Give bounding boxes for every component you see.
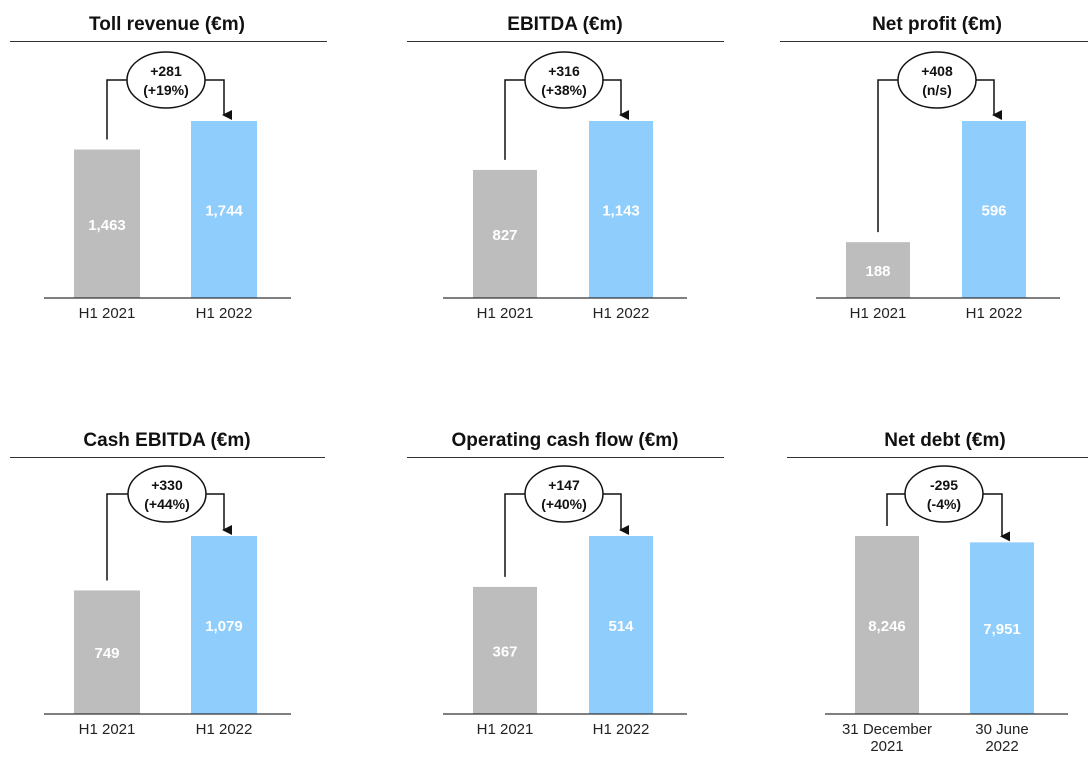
bar-value-label: 188 [865, 263, 890, 280]
change-absolute: +408 [921, 63, 953, 79]
change-percent: (+40%) [541, 496, 587, 512]
chart-title: Toll revenue (€m) [89, 14, 245, 35]
bar-current [970, 542, 1034, 714]
bar-value-label: 1,463 [88, 217, 126, 234]
bar-previous [74, 590, 140, 714]
category-label: H1 2022 [196, 305, 253, 322]
title-underline [407, 41, 724, 42]
title-underline [780, 41, 1088, 42]
bar-value-label: 514 [608, 618, 634, 635]
change-percent: (+44%) [144, 496, 190, 512]
category-label: H1 2021 [850, 305, 907, 322]
category-label: H1 2022 [966, 305, 1023, 322]
change-bubble [127, 465, 207, 523]
category-label: H1 2021 [79, 721, 136, 738]
change-absolute: +330 [151, 477, 183, 493]
chart-panel-3: 188 H1 2021 596 H1 2022 +408 (n/s) [816, 51, 1060, 322]
bar-value-label: 749 [94, 645, 119, 662]
bar-current [191, 121, 257, 298]
bar-previous [855, 536, 919, 714]
bar-value-label: 827 [492, 227, 517, 244]
category-label: H1 2022 [196, 721, 253, 738]
title-underline [10, 41, 327, 42]
change-percent: (+19%) [143, 82, 189, 98]
chart-title: EBITDA (€m) [507, 14, 623, 35]
chart-panel-4: 749 H1 2021 1,079 H1 2022 +330 (+44%) [44, 465, 291, 738]
bar-value-label: 1,079 [205, 618, 243, 635]
bar-value-label: 1,744 [205, 203, 243, 220]
title-underline [787, 457, 1088, 458]
change-absolute: -295 [930, 477, 958, 493]
change-percent: (n/s) [922, 82, 952, 98]
bar-current [962, 121, 1026, 298]
title-underline [10, 457, 325, 458]
chart-panel-6: 8,246 31 December 2021 7,951 30 June 2022 -295… [825, 465, 1068, 755]
bar-value-label: 8,246 [868, 618, 906, 635]
bar-value-label: 1,143 [602, 203, 640, 220]
change-absolute: +147 [548, 477, 580, 493]
category-label: H1 2021 [477, 305, 534, 322]
category-label: H1 2021 [477, 721, 534, 738]
change-percent: (+38%) [541, 82, 587, 98]
bar-current [589, 121, 653, 298]
chart-panel-1: 1,463 H1 2021 1,744 H1 2022 +281 (+19%) [44, 51, 291, 322]
category-label: H1 2021 [79, 305, 136, 322]
chart-title: Operating cash flow (€m) [451, 430, 679, 451]
category-label: 30 June 2022 [975, 721, 1028, 755]
bar-current [589, 536, 653, 714]
change-bubble [524, 465, 604, 523]
category-label: H1 2022 [593, 721, 650, 738]
chart-title: Cash EBITDA (€m) [83, 430, 251, 451]
title-underline [407, 457, 724, 458]
chart-panel-2: 827 H1 2021 1,143 H1 2022 +316 (+38%) [443, 51, 687, 322]
bar-previous [473, 169, 537, 298]
change-bubble [904, 465, 984, 523]
chart-title: Net profit (€m) [872, 14, 1002, 35]
bar-current [191, 536, 257, 714]
change-percent: (-4%) [927, 496, 961, 512]
chart-panel-5: 367 H1 2021 514 H1 2022 +147 (+40%) [443, 465, 687, 738]
change-bubble [126, 51, 206, 109]
change-bubble [897, 51, 977, 109]
bar-previous [846, 242, 910, 298]
change-bubble [524, 51, 604, 109]
change-absolute: +281 [150, 63, 182, 79]
bar-value-label: 7,951 [983, 621, 1021, 638]
bar-previous [74, 149, 140, 298]
category-label: H1 2022 [593, 305, 650, 322]
change-absolute: +316 [548, 63, 580, 79]
chart-title: Net debt (€m) [884, 430, 1006, 451]
bar-value-label: 596 [981, 203, 1006, 220]
category-label: 31 December 2021 [842, 721, 932, 755]
bar-previous [473, 586, 537, 714]
bar-value-label: 367 [492, 643, 517, 660]
